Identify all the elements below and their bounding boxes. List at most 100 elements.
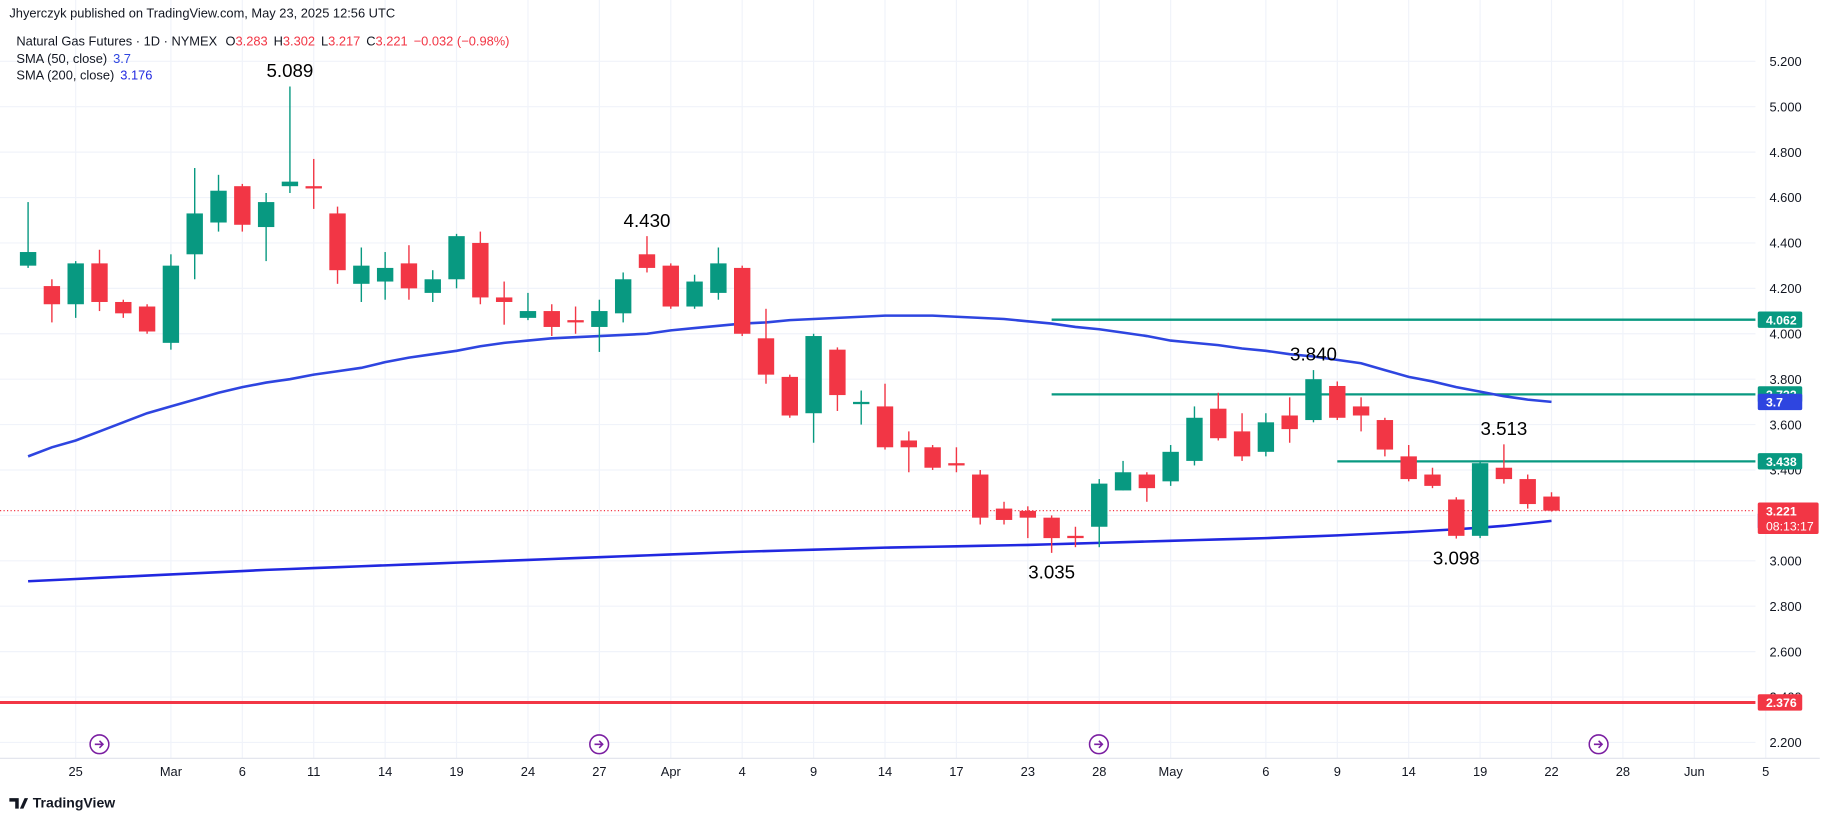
event-icon-arrow: [94, 740, 105, 749]
candle-body: [115, 301, 132, 314]
candle-body: [43, 286, 61, 305]
open-value: 3.283: [235, 34, 267, 49]
x-tick-label: May: [1159, 764, 1184, 779]
event-icon-arrow: [1094, 740, 1104, 749]
price-badge: [1757, 311, 1803, 328]
sma-value: 3.176: [120, 68, 152, 83]
candle-body: [1305, 379, 1322, 421]
candle-body: [1162, 451, 1179, 482]
x-tick-label: 5: [1762, 764, 1769, 779]
legend-sma50: SMA (50, close) 3.7: [16, 51, 131, 66]
y-tick-label: 3.600: [1769, 417, 1801, 432]
candle-body: [1186, 417, 1203, 461]
candle-body: [1400, 456, 1417, 480]
candle-body: [305, 186, 322, 189]
candle-body: [257, 202, 275, 228]
price-badge-label: 3.438: [1766, 455, 1797, 469]
event-icon-arrow: [594, 740, 604, 749]
ohlc-letter: L: [321, 34, 328, 49]
y-tick-label: 4.400: [1769, 236, 1801, 251]
x-tick-label: Mar: [160, 764, 183, 779]
annotation: 4.430: [624, 210, 671, 231]
x-tick-label: 25: [69, 764, 83, 779]
candle-body: [1352, 406, 1370, 416]
candle-body: [757, 338, 775, 375]
candle-body: [1281, 415, 1298, 430]
legend-sma200: SMA (200, close) 3.176: [16, 68, 152, 83]
x-tick-label: 28: [1616, 764, 1630, 779]
x-tick-label: 24: [521, 764, 535, 779]
x-tick-label: 6: [239, 764, 246, 779]
grid: [0, 0, 1767, 759]
x-tick-label: 14: [1402, 764, 1416, 779]
candle-body: [662, 265, 679, 307]
candle-body: [495, 297, 513, 302]
symbol: Natural Gas Futures · 1D · NYMEX: [16, 34, 217, 49]
candle-body: [543, 311, 560, 327]
x-tick-label: 28: [1092, 764, 1106, 779]
candle-body: [138, 306, 156, 332]
candle-body: [19, 252, 37, 266]
candle-body: [1138, 474, 1156, 489]
x-tick-label: 22: [1544, 764, 1558, 779]
candle-body: [353, 265, 370, 284]
ohlc-letter: C: [366, 34, 375, 49]
y-tick-label: 5.000: [1769, 99, 1801, 114]
candle-body: [710, 263, 727, 293]
y-tick-label: 2.600: [1769, 644, 1801, 659]
x-tick-label: 14: [378, 764, 392, 779]
y-tick-label: 4.000: [1769, 326, 1801, 341]
sma-value: 3.7: [113, 51, 131, 66]
candle-body: [591, 311, 608, 327]
close-value: 3.221: [376, 34, 408, 49]
candle-body: [472, 242, 489, 298]
candle-body: [567, 320, 584, 323]
footer-text: TradingView: [33, 794, 115, 810]
candle-body: [948, 463, 965, 466]
candle-body: [686, 281, 703, 307]
candle-body: [876, 406, 894, 448]
price-badge-label: 2.376: [1766, 696, 1797, 710]
candle-body: [1543, 496, 1560, 511]
candle-body: [281, 181, 299, 187]
price-badge-label: 3.7: [1766, 396, 1783, 410]
logo-icon: [9, 798, 29, 809]
candle-body: [1019, 510, 1037, 518]
sma-name: SMA (50, close): [16, 51, 107, 66]
candle-body: [210, 190, 227, 223]
candle-body: [900, 440, 918, 448]
candle-body: [424, 279, 441, 293]
candle-body: [734, 267, 751, 334]
price-badge-label: 3.221: [1766, 504, 1797, 518]
candle-body: [400, 263, 418, 289]
candle-body: [1329, 385, 1346, 418]
candle-body: [1257, 422, 1275, 452]
price-badge: [1757, 694, 1803, 711]
annotation: 3.840: [1290, 344, 1337, 365]
candle-body: [995, 508, 1013, 520]
candle-body: [924, 447, 941, 468]
y-tick-label: 3.000: [1769, 553, 1801, 568]
publisher-line: Jhyerczyk published on TradingView.com, …: [9, 6, 395, 21]
candle-body: [186, 213, 203, 255]
x-tick-label: Apr: [661, 764, 682, 779]
price-badge-label: 4.062: [1766, 313, 1797, 327]
annotation: 3.098: [1433, 547, 1480, 568]
ohlc-letter: O: [225, 34, 235, 49]
x-tick-label: 11: [307, 764, 320, 779]
x-tick-label: 9: [810, 764, 817, 779]
price-axis: 5.200 5.000 4.800 4.600 4.400 4.200 4.000 3.800…: [0, 54, 1820, 779]
candle-body: [519, 311, 537, 318]
candle-body: [162, 265, 180, 343]
y-tick-label: 2.800: [1769, 599, 1801, 614]
candle-body: [1114, 472, 1132, 491]
x-tick-label: Jun: [1684, 764, 1705, 779]
candle-body: [1376, 420, 1394, 450]
y-tick-label: 4.200: [1769, 281, 1801, 296]
x-tick-label: 9: [1334, 764, 1341, 779]
candle-body: [91, 263, 108, 302]
annotation: 5.089: [267, 60, 314, 81]
candle-body: [376, 267, 394, 282]
x-tick-label: 14: [878, 764, 892, 779]
event-icon-arrow: [1593, 740, 1604, 749]
